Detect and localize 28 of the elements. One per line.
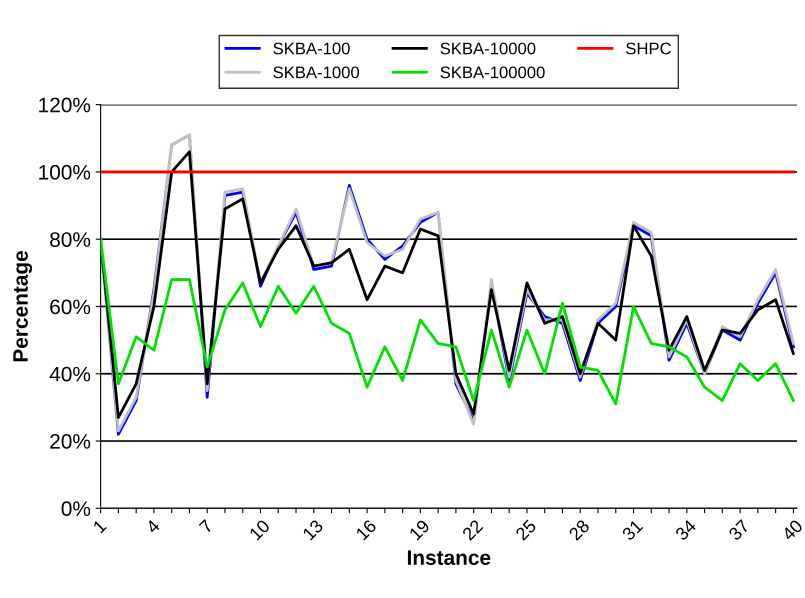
x-tick-label: 28 <box>568 518 590 541</box>
x-tick-label: 34 <box>674 518 697 542</box>
x-tick-label: 22 <box>462 519 484 541</box>
legend-label: SHPC <box>626 42 671 54</box>
x-tick-label: 1 <box>92 519 107 534</box>
legend-label: SKBA-100000 <box>440 66 545 78</box>
legend-label: SKBA-100 <box>273 42 350 54</box>
y-tick-label: 40% <box>50 366 90 382</box>
y-tick-label: 0% <box>62 501 90 516</box>
x-tick-label: 31 <box>621 518 644 542</box>
y-tick-label: 120% <box>39 98 90 112</box>
legend-label: SKBA-1000 <box>273 66 360 78</box>
y-tick-label: 80% <box>50 232 90 247</box>
x-tick-label: 13 <box>302 518 324 541</box>
x-tick-label: 40 <box>780 518 804 542</box>
y-tick-label: 60% <box>50 299 90 314</box>
x-tick-label: 10 <box>248 518 271 541</box>
legend-label: SKBA-10000 <box>440 42 536 54</box>
x-tick-label: 19 <box>408 518 430 541</box>
x-tick-label: 37 <box>728 519 750 542</box>
x-tick-label: 25 <box>514 518 537 541</box>
x-tick-label: 4 <box>145 518 160 534</box>
y-tick-label: 100% <box>39 164 90 180</box>
y-axis-title: Percentage <box>13 251 32 362</box>
x-tick-label: 16 <box>355 518 378 541</box>
y-tick-label: 20% <box>50 434 90 449</box>
x-tick-label: 7 <box>198 519 214 534</box>
x-axis-title: Instance <box>408 550 490 565</box>
